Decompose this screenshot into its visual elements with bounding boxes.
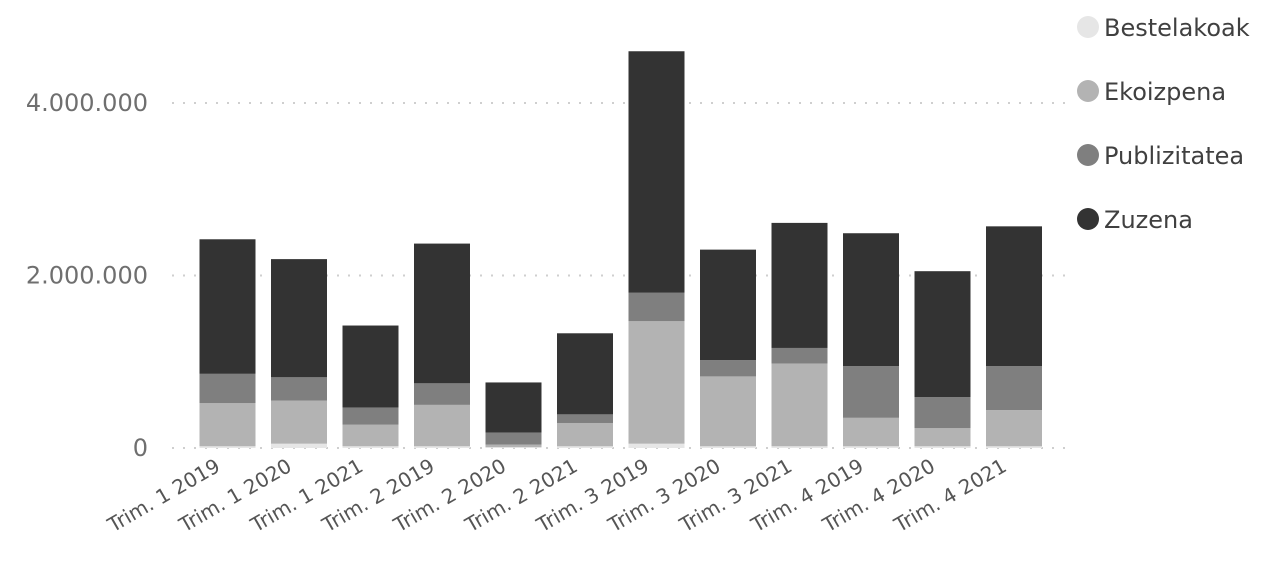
bars bbox=[199, 51, 1042, 448]
bar-segment-bestelakoak bbox=[485, 447, 542, 448]
bar-stack bbox=[771, 222, 828, 448]
bar-segment-ekoizpena bbox=[271, 400, 327, 444]
bar-segment-publizitatea bbox=[199, 373, 256, 404]
bar-segment-publizitatea bbox=[414, 383, 470, 405]
bar-segment-publizitatea bbox=[628, 292, 685, 322]
bar-segment-publizitatea bbox=[771, 347, 828, 364]
bar-segment-bestelakoak bbox=[414, 446, 470, 448]
legend-swatch bbox=[1077, 144, 1099, 166]
legend-label: Publizitatea bbox=[1104, 142, 1244, 170]
bar-stack bbox=[271, 259, 327, 448]
bar-segment-ekoizpena bbox=[557, 422, 613, 447]
bar-segment-bestelakoak bbox=[914, 446, 971, 448]
bar-segment-zuzena bbox=[414, 243, 470, 384]
bar-segment-zuzena bbox=[986, 226, 1042, 367]
legend-swatch bbox=[1077, 80, 1099, 102]
y-axis: 0 2.000.000 4.000.000 bbox=[26, 89, 148, 462]
bar-segment-ekoizpena bbox=[485, 444, 542, 448]
bar-segment-ekoizpena bbox=[843, 417, 899, 447]
bar-segment-zuzena bbox=[771, 222, 828, 348]
bar-segment-publizitatea bbox=[914, 397, 971, 429]
bar-segment-ekoizpena bbox=[700, 376, 756, 447]
bar-segment-zuzena bbox=[843, 233, 899, 367]
bar-segment-zuzena bbox=[342, 325, 399, 408]
bar-segment-publizitatea bbox=[485, 432, 542, 445]
bar-segment-bestelakoak bbox=[271, 443, 327, 448]
bar-segment-publizitatea bbox=[342, 407, 399, 425]
bar-segment-publizitatea bbox=[700, 360, 756, 377]
bar-segment-zuzena bbox=[199, 239, 256, 374]
y-tick-label: 0 bbox=[133, 434, 148, 462]
bar-segment-ekoizpena bbox=[986, 410, 1042, 447]
legend-swatch bbox=[1077, 16, 1099, 38]
bar-segment-bestelakoak bbox=[557, 446, 613, 448]
y-tick-label: 4.000.000 bbox=[26, 89, 148, 117]
bar-stack bbox=[557, 333, 613, 448]
legend-swatch bbox=[1077, 208, 1099, 230]
y-tick-label: 2.000.000 bbox=[26, 262, 148, 290]
legend-label: Bestelakoak bbox=[1104, 14, 1250, 42]
bar-segment-bestelakoak bbox=[628, 443, 685, 448]
legend: Bestelakoak Ekoizpena Publizitatea Zuzena bbox=[1077, 14, 1250, 234]
bar-segment-ekoizpena bbox=[414, 404, 470, 447]
legend-label: Ekoizpena bbox=[1104, 78, 1226, 106]
bar-stack bbox=[414, 243, 470, 448]
bar-segment-bestelakoak bbox=[771, 446, 828, 448]
legend-item: Zuzena bbox=[1077, 206, 1193, 234]
bar-stack bbox=[986, 226, 1042, 448]
bar-stack bbox=[914, 271, 971, 448]
bar-segment-publizitatea bbox=[271, 377, 327, 401]
bar-segment-publizitatea bbox=[557, 414, 613, 423]
bar-segment-bestelakoak bbox=[342, 446, 399, 448]
bar-segment-bestelakoak bbox=[986, 446, 1042, 448]
legend-item: Ekoizpena bbox=[1077, 78, 1226, 106]
bar-segment-zuzena bbox=[628, 51, 685, 293]
bar-stack bbox=[628, 51, 685, 448]
bar-segment-zuzena bbox=[485, 382, 542, 433]
bar-segment-zuzena bbox=[700, 249, 756, 361]
bar-stack bbox=[199, 239, 256, 448]
legend-item: Publizitatea bbox=[1077, 142, 1244, 170]
bar-stack bbox=[843, 233, 899, 448]
bar-segment-ekoizpena bbox=[342, 424, 399, 447]
bar-segment-ekoizpena bbox=[199, 403, 256, 447]
bar-segment-bestelakoak bbox=[843, 446, 899, 448]
bar-stack bbox=[485, 382, 542, 448]
bar-segment-publizitatea bbox=[986, 366, 1042, 411]
bar-segment-ekoizpena bbox=[771, 363, 828, 447]
bar-segment-zuzena bbox=[914, 271, 971, 398]
bar-segment-ekoizpena bbox=[914, 428, 971, 447]
bar-segment-ekoizpena bbox=[628, 321, 685, 444]
bar-segment-publizitatea bbox=[843, 366, 899, 418]
bar-stack bbox=[342, 325, 399, 448]
bar-segment-zuzena bbox=[271, 259, 327, 378]
legend-item: Bestelakoak bbox=[1077, 14, 1250, 42]
bar-stack bbox=[700, 249, 756, 448]
legend-label: Zuzena bbox=[1104, 206, 1193, 234]
bar-segment-bestelakoak bbox=[700, 446, 756, 448]
bar-segment-bestelakoak bbox=[199, 446, 256, 448]
bar-segment-zuzena bbox=[557, 333, 613, 415]
